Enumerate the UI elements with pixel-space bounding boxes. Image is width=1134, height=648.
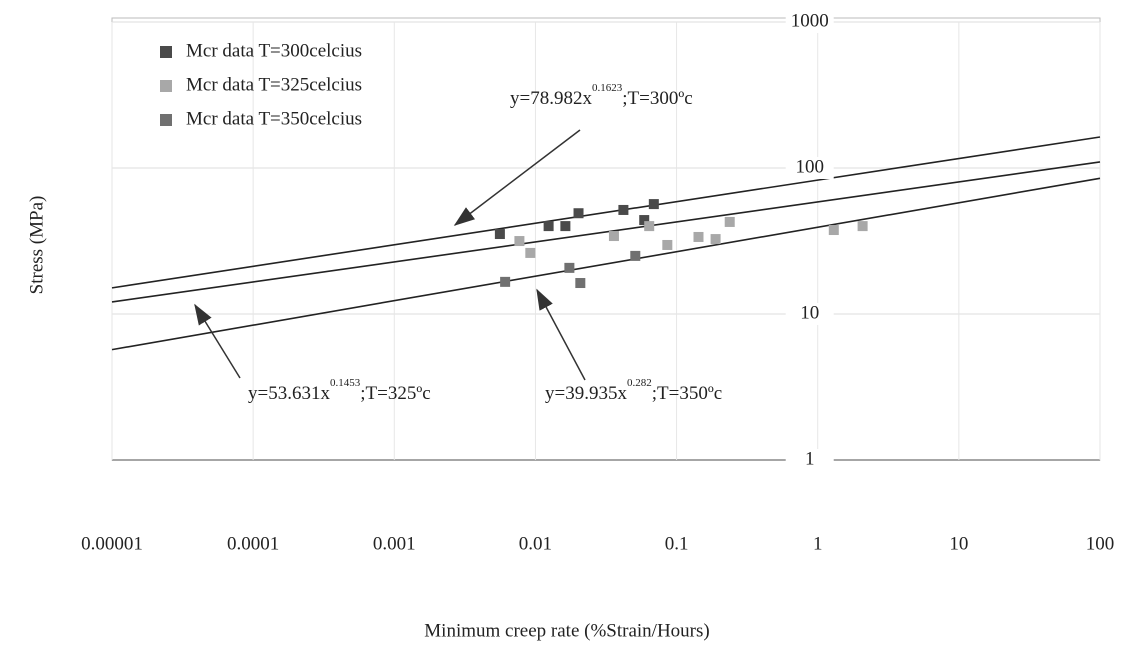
data-point [644, 221, 655, 232]
x-tick-label: 0.01 [519, 533, 552, 554]
data-point [543, 221, 554, 232]
data-point [618, 204, 629, 215]
tick-label-bg [785, 303, 834, 325]
annotation-tail: ;T=325ºc [360, 383, 430, 404]
tick-label-bg [785, 449, 834, 471]
fit-line [111, 177, 1101, 351]
x-tick-label: 10 [949, 533, 968, 554]
arrow [536, 288, 586, 381]
data-point [575, 278, 586, 289]
legend-swatch [160, 46, 172, 58]
arrow [194, 303, 241, 379]
data-point [525, 247, 536, 258]
x-axis-title: Minimum creep rate (%Strain/Hours) [424, 620, 709, 641]
legend-label: Mcr data T=300celcius [186, 40, 362, 61]
fit-line [111, 161, 1101, 303]
data-point [500, 276, 511, 287]
annotation-tail: ;T=300ºc [622, 88, 692, 109]
data-point [608, 231, 619, 242]
y-tick-label: 1 [805, 448, 815, 469]
annotation-text: y=78.982x [510, 88, 592, 109]
annotation: y=39.935x0.282;T=350ºc [545, 377, 722, 405]
annotation-sup: 0.282 [627, 377, 652, 389]
x-tick-label: 0.00001 [81, 533, 143, 554]
annotation-sup: 0.1453 [330, 377, 361, 389]
data-point [662, 239, 673, 250]
tick-label-bg [785, 157, 834, 179]
data-point [710, 234, 721, 245]
data-point [514, 236, 525, 247]
data-point [630, 250, 641, 261]
annotation-sup: 0.1623 [592, 82, 623, 94]
x-tick-label: 1 [813, 533, 823, 554]
fit-line [111, 136, 1101, 289]
y-tick-label: 1000 [791, 10, 829, 31]
annotation-text: y=39.935x [545, 383, 627, 404]
data-point [648, 199, 659, 210]
y-tick-label: 100 [795, 156, 824, 177]
x-tick-label: 0.001 [373, 533, 416, 554]
data-point [494, 229, 505, 240]
annotation-tail: ;T=350ºc [652, 383, 722, 404]
x-tick-label: 0.0001 [227, 533, 279, 554]
annotation-text: y=53.631x [248, 383, 330, 404]
annotation: y=53.631x0.1453;T=325ºc [248, 377, 431, 405]
annotation: y=78.982x0.1623;T=300ºc [510, 82, 693, 110]
legend-label: Mcr data T=350celcius [186, 108, 362, 129]
legend-swatch [160, 114, 172, 126]
x-tick-label: 0.1 [665, 533, 689, 554]
data-point [564, 262, 575, 273]
data-point [724, 216, 735, 227]
data-point [693, 231, 704, 242]
data-point [857, 221, 868, 232]
legend-swatch [160, 80, 172, 92]
data-point [639, 215, 650, 226]
x-tick-label: 100 [1086, 533, 1115, 554]
y-axis-title: Stress (MPa) [26, 196, 47, 295]
data-point [560, 221, 571, 232]
legend-label: Mcr data T=325celcius [186, 74, 362, 95]
data-point [828, 225, 839, 236]
plot [111, 21, 1101, 461]
tick-label-bg [785, 11, 834, 33]
arrow [453, 129, 581, 226]
data-point [573, 208, 584, 219]
y-tick-label: 10 [800, 302, 819, 323]
